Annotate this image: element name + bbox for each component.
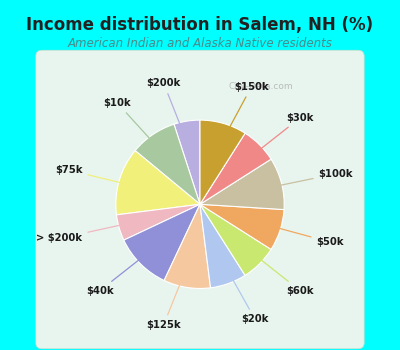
Wedge shape	[200, 204, 284, 250]
Wedge shape	[200, 159, 284, 210]
Text: $100k: $100k	[251, 169, 353, 191]
Text: $150k: $150k	[215, 82, 269, 154]
Wedge shape	[200, 133, 271, 204]
Wedge shape	[174, 120, 200, 204]
Text: $75k: $75k	[55, 165, 150, 190]
Wedge shape	[135, 124, 200, 204]
Text: $60k: $60k	[237, 241, 314, 296]
Text: $50k: $50k	[250, 220, 344, 247]
FancyBboxPatch shape	[36, 50, 364, 349]
Wedge shape	[200, 204, 271, 275]
Text: City-Data.com: City-Data.com	[228, 82, 293, 91]
Wedge shape	[164, 204, 210, 288]
Text: $30k: $30k	[237, 113, 314, 167]
Text: > $200k: > $200k	[36, 219, 150, 244]
Wedge shape	[200, 120, 245, 204]
Text: $40k: $40k	[86, 241, 163, 296]
Text: Income distribution in Salem, NH (%): Income distribution in Salem, NH (%)	[26, 16, 374, 34]
Wedge shape	[200, 204, 245, 288]
Text: American Indian and Alaska Native residents: American Indian and Alaska Native reside…	[68, 37, 332, 50]
Text: $10k: $10k	[104, 98, 170, 161]
Wedge shape	[124, 204, 200, 280]
Text: $20k: $20k	[218, 253, 269, 324]
Text: $125k: $125k	[146, 256, 191, 330]
Wedge shape	[116, 204, 200, 240]
Wedge shape	[116, 150, 200, 215]
Text: $200k: $200k	[146, 78, 191, 153]
